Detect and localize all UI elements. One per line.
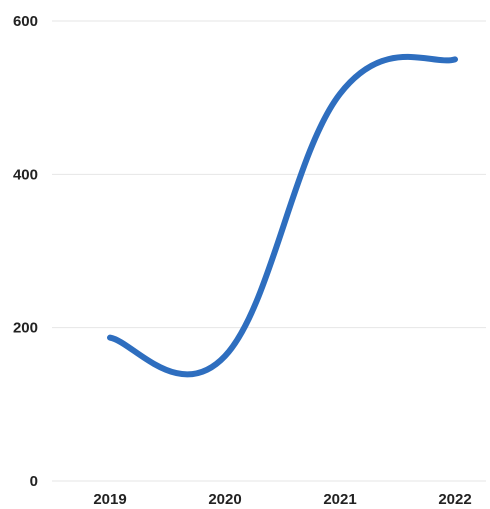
x-tick-label: 2021 [323, 491, 356, 508]
gridlines [52, 20, 486, 482]
y-tick-label: 600 [13, 13, 38, 30]
x-tick-label: 2019 [93, 491, 126, 508]
series-line [107, 53, 458, 378]
series-group [107, 53, 458, 378]
x-axis-ticks: 2019 2020 2021 2022 [93, 491, 471, 508]
x-tick-label: 2022 [438, 491, 471, 508]
y-tick-label: 400 [13, 166, 38, 183]
y-tick-label: 200 [13, 320, 38, 337]
y-tick-label: 0 [30, 473, 38, 490]
x-tick-label: 2020 [208, 491, 241, 508]
y-axis-ticks: 0 200 400 600 [13, 13, 38, 490]
